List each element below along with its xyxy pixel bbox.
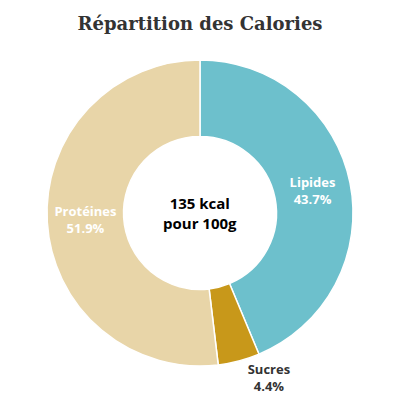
svg-text:Protéines51.9%: Protéines51.9% <box>54 202 116 237</box>
svg-text:Lipides43.7%: Lipides43.7% <box>290 173 336 208</box>
svg-text:135 kcalpour 100g: 135 kcalpour 100g <box>163 193 237 233</box>
svg-text:Sucres4.4%: Sucres4.4% <box>248 360 290 395</box>
svg-text:Répartition des Calories: Répartition des Calories <box>78 13 323 34</box>
